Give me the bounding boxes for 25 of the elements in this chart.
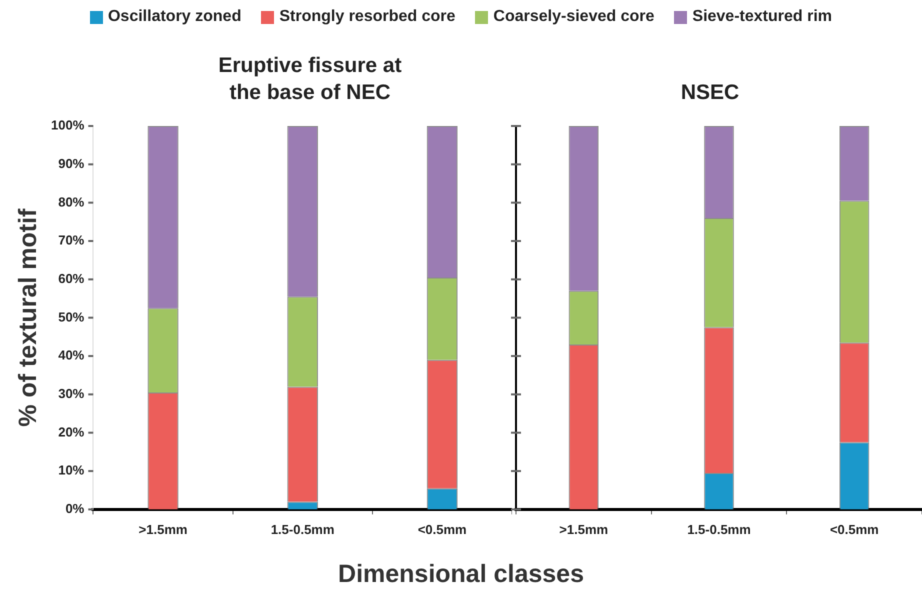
chart-title: NSEC <box>680 80 740 106</box>
chart-title: Eruptive fissure at the base of NEC <box>217 53 403 106</box>
x-tick-label: >1.5mm <box>138 522 188 537</box>
y-tick-label: 50% <box>58 309 85 324</box>
y-tick-label: 0% <box>65 500 85 516</box>
legend-label: Strongly resorbed core <box>279 8 456 26</box>
x-tick-label: >1.5mm <box>559 522 608 537</box>
x-tick-label: <0.5mm <box>830 522 879 537</box>
y-tick-label: 30% <box>58 386 85 401</box>
x-axis-title: Dimensional classes <box>337 560 585 589</box>
y-axis-title: % of textural motif <box>14 208 42 427</box>
y-tick-label: 90% <box>58 156 85 171</box>
x-tick-label: 1.5-0.5mm <box>687 522 751 537</box>
x-tick-label: 1.5-0.5mm <box>270 522 334 537</box>
y-tick-label: 10% <box>58 462 85 478</box>
legend-label: Coarsely-sieved core <box>493 8 654 26</box>
y-tick-label: 40% <box>58 348 85 363</box>
x-tick-label: <0.5mm <box>418 522 467 537</box>
y-tick-label: 100% <box>51 118 85 133</box>
y-tick-label: 20% <box>58 424 85 440</box>
legend-label: Oscillatory zoned <box>108 8 242 26</box>
y-tick-label: 70% <box>58 232 85 248</box>
y-tick-label: 80% <box>58 194 85 210</box>
y-tick-label: 60% <box>58 270 85 286</box>
legend-label: Sieve-textured rim <box>692 8 832 26</box>
